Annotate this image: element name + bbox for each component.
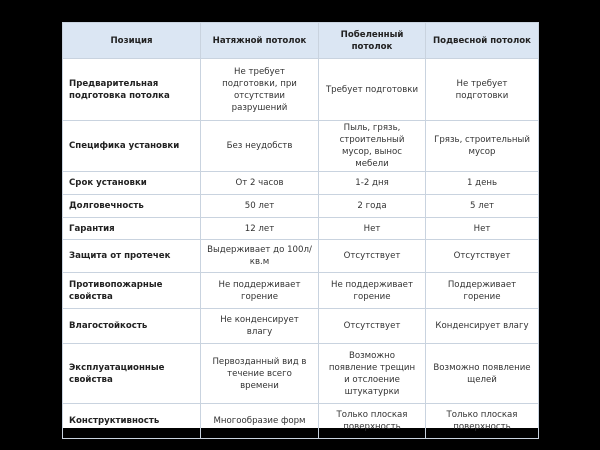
table-cell: 12 лет (200, 217, 319, 240)
table-cell: Выдерживает до 100л/кв.м (200, 239, 319, 273)
table-row: Защита от протечек Выдерживает до 100л/кв… (62, 239, 539, 273)
table-cell: Поддерживает горение (425, 272, 539, 309)
table-row: Противопожарные свойства Не поддерживает … (62, 272, 539, 309)
table-container: Позиция Натяжной потолок Побеленный потоло… (62, 22, 539, 439)
header-row: Позиция Натяжной потолок Побеленный потоло… (62, 22, 539, 59)
table-cell: 50 лет (200, 194, 319, 218)
table-cell: Без неудобств (200, 120, 319, 172)
table-cell: Грязь, строительный мусор (425, 120, 539, 172)
header-cell: Натяжной потолок (200, 22, 319, 59)
header-cell: Позиция (62, 22, 201, 59)
table-row: Долговечность 50 лет 2 года 5 лет (62, 194, 539, 218)
table-cell: Требует подготовки (318, 58, 426, 121)
row-label: Долговечность (62, 194, 201, 218)
table-cell: Отсутствует (425, 239, 539, 273)
table-cell: Возможно появление щелей (425, 343, 539, 404)
table-cell: Многообразие форм (200, 403, 319, 439)
table-row: Конструктивность Многообразие форм Только … (62, 403, 539, 439)
comparison-table: Позиция Натяжной потолок Побеленный потоло… (62, 22, 539, 439)
table-row: Влагостойкость Не конденсирует влагу Отсут… (62, 308, 539, 344)
row-label: Противопожарные свойства (62, 272, 201, 309)
table-cell: Не конденсирует влагу (200, 308, 319, 344)
table-cell: Отсутствует (318, 239, 426, 273)
table-cell: Первозданный вид в течение всего времени (200, 343, 319, 404)
row-label: Эксплуатационные свойства (62, 343, 201, 404)
table-cell: От 2 часов (200, 171, 319, 195)
table-cell: Нет (318, 217, 426, 240)
row-label: Специфика установки (62, 120, 201, 172)
table-row: Эксплуатационные свойства Первозданный ви… (62, 343, 539, 404)
table-cell: Не требует подготовки, при отсутствии ра… (200, 58, 319, 121)
table-cell: Не поддерживает горение (318, 272, 426, 309)
table-cell: Только плоская поверхность (425, 403, 539, 439)
table-cell: 5 лет (425, 194, 539, 218)
table-cell: 1-2 дня (318, 171, 426, 195)
table-cell: Не поддерживает горение (200, 272, 319, 309)
row-label: Срок установки (62, 171, 201, 195)
table-cell: 1 день (425, 171, 539, 195)
table-cell: Возможно появление трещин и отслоение шт… (318, 343, 426, 404)
table-row: Срок установки От 2 часов 1-2 дня 1 день (62, 171, 539, 195)
table-cell: 2 года (318, 194, 426, 218)
row-label: Предварительная подготовка потолка (62, 58, 201, 121)
table-cell: Не требует подготовки (425, 58, 539, 121)
table-row: Специфика установки Без неудобств Пыль, гр… (62, 120, 539, 172)
header-cell: Подвесной потолок (425, 22, 539, 59)
table-row: Предварительная подготовка потолка Не тре… (62, 58, 539, 121)
row-label: Конструктивность (62, 403, 201, 439)
table-cell: Отсутствует (318, 308, 426, 344)
table-cell: Нет (425, 217, 539, 240)
table-cell: Только плоская поверхность (318, 403, 426, 439)
row-label: Гарантия (62, 217, 201, 240)
header-cell: Побеленный потолок (318, 22, 426, 59)
table-row: Гарантия 12 лет Нет Нет (62, 217, 539, 240)
row-label: Влагостойкость (62, 308, 201, 344)
table-cell: Пыль, грязь, строительный мусор, вынос м… (318, 120, 426, 172)
table-cell: Конденсирует влагу (425, 308, 539, 344)
row-label: Защита от протечек (62, 239, 201, 273)
